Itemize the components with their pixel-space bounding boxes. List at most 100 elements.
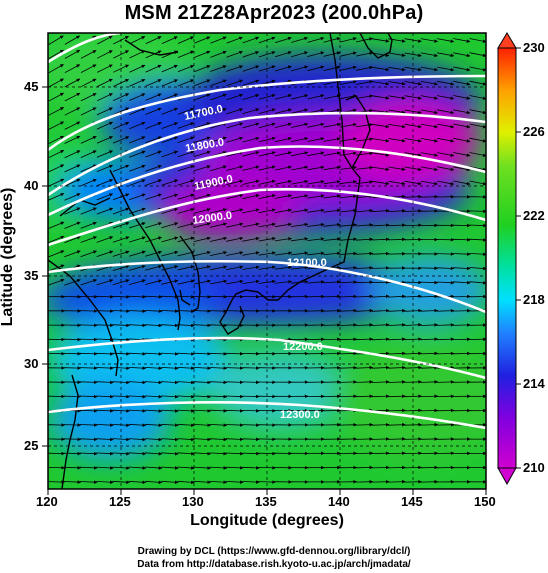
wind-arrow (64, 135, 81, 144)
wind-arrow (144, 437, 163, 442)
wind-arrow (404, 394, 422, 399)
wind-arrow (307, 222, 325, 227)
wind-arrow (388, 479, 406, 484)
wind-arrow (339, 265, 357, 270)
wind-arrow (129, 150, 146, 158)
wind-arrow (469, 123, 486, 129)
wind-arrow (177, 279, 195, 285)
colorbar (497, 32, 521, 486)
wind-arrow (291, 36, 308, 43)
wind-arrow (291, 179, 309, 185)
wind-arrow (225, 437, 244, 442)
wind-arrow (339, 180, 357, 185)
wind-arrow (242, 194, 260, 200)
wind-arrow (161, 236, 179, 243)
wind-arrow (209, 265, 228, 271)
wind-arrow (177, 207, 195, 214)
xtick-140: 140 (328, 494, 350, 509)
wind-arrow (323, 351, 341, 356)
wind-arrow (161, 437, 179, 442)
wind-arrow (79, 394, 98, 399)
wind-arrow (355, 380, 374, 384)
wind-arrow (128, 466, 147, 470)
wind-arrow (128, 366, 147, 370)
wind-arrow (242, 394, 260, 399)
wind-arrow (388, 166, 406, 171)
wind-arrow (404, 294, 422, 299)
wind-arrow (437, 137, 455, 143)
wind-arrow (453, 266, 471, 271)
colorbar-label-226: 226 (523, 124, 545, 139)
wind-arrow (437, 52, 455, 58)
wind-arrow (339, 323, 357, 327)
wind-arrow (145, 136, 162, 144)
wind-arrow (404, 138, 422, 143)
wind-arrow (274, 51, 292, 58)
wind-arrow (48, 164, 65, 173)
wind-arrow (161, 93, 178, 101)
wind-arrow (96, 480, 114, 485)
wind-arrow (323, 280, 341, 284)
wind-arrow (161, 279, 179, 285)
wind-arrow (355, 394, 374, 399)
wind-arrow (307, 208, 325, 213)
wind-arrow (290, 251, 309, 256)
wind-arrow (64, 49, 81, 59)
wind-arrow (355, 308, 374, 313)
wind-arrow (129, 107, 146, 116)
wind-arrow (96, 466, 114, 470)
wind-arrow (209, 179, 227, 186)
wind-arrow (226, 222, 244, 228)
wind-arrow (79, 337, 98, 342)
wind-arrow (371, 365, 390, 370)
wind-arrow (48, 78, 64, 88)
wind-arrow (291, 151, 309, 157)
wind-arrow (437, 80, 455, 86)
wind-arrow (48, 250, 65, 258)
wind-arrow (469, 38, 486, 43)
wind-arrow (290, 265, 309, 270)
wind-arrow (258, 65, 276, 72)
wind-arrow (128, 279, 146, 285)
wind-arrow (388, 109, 406, 114)
wind-arrow (323, 65, 341, 71)
xtick-130: 130 (182, 494, 204, 509)
wind-arrow (371, 465, 390, 470)
wind-arrow (307, 122, 325, 128)
wind-arrow (64, 164, 81, 173)
wind-arrow (79, 323, 98, 328)
wind-arrow (258, 251, 276, 256)
wind-arrow (274, 122, 292, 128)
wind-arrow (161, 423, 179, 427)
wind-arrow (323, 294, 341, 299)
wind-arrow (113, 64, 130, 73)
wind-arrow (112, 394, 130, 399)
wind-arrow (96, 107, 113, 116)
wind-arrow (161, 64, 178, 73)
wind-arrow (226, 151, 244, 157)
wind-arrow (96, 279, 114, 286)
wind-arrow (274, 194, 292, 199)
wind-arrow (177, 193, 195, 200)
wind-arrow (64, 236, 81, 244)
wind-arrow (420, 81, 438, 86)
tick-marks (42, 86, 487, 495)
wind-arrow (80, 207, 97, 215)
wind-arrow (64, 278, 81, 286)
wind-arrow (307, 137, 325, 142)
wind-arrow (323, 94, 341, 100)
wind-arrow (161, 366, 179, 371)
wind-arrow (307, 94, 325, 100)
wind-arrow (291, 122, 309, 128)
wind-arrow (193, 437, 211, 442)
wind-arrow (388, 123, 406, 129)
contour-label-12300: 12300.0 (280, 409, 320, 421)
wind-arrow (144, 309, 163, 313)
wind-arrow (404, 365, 422, 370)
wind-arrow (469, 137, 486, 143)
wind-arrow (242, 222, 260, 228)
wind-arrow (129, 179, 146, 186)
wind-arrow (242, 208, 260, 214)
wind-arrow (145, 107, 162, 115)
wind-arrow (177, 79, 195, 87)
